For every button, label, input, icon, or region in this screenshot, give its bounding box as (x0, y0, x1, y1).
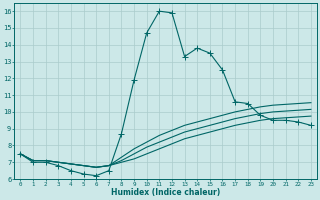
X-axis label: Humidex (Indice chaleur): Humidex (Indice chaleur) (111, 188, 220, 197)
